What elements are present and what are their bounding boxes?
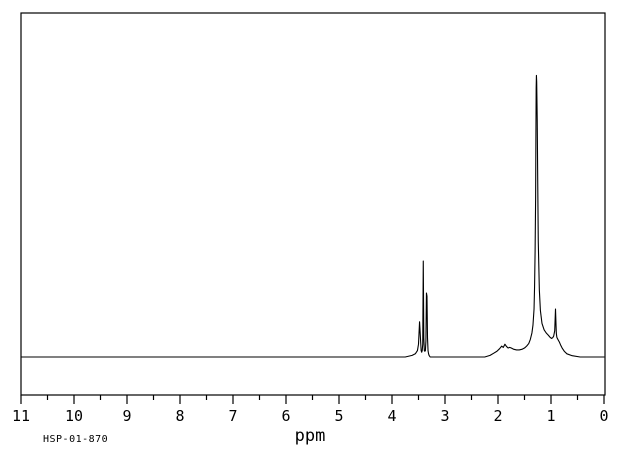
x-axis-title: ppm: [294, 426, 326, 446]
tick-label-7: 7: [228, 407, 238, 425]
tick-label-10: 10: [64, 407, 84, 425]
tick-label-3: 3: [440, 407, 450, 425]
tick-label-1: 1: [546, 407, 556, 425]
tick-label-8: 8: [175, 407, 185, 425]
tick-label-6: 6: [281, 407, 291, 425]
tick-label-2: 2: [493, 407, 503, 425]
tick-label-9: 9: [122, 407, 132, 425]
sample-id-label: HSP-01-870: [43, 434, 109, 445]
tick-label-5: 5: [334, 407, 344, 425]
tick-label-4: 4: [387, 407, 397, 425]
tick-label-11: 11: [11, 407, 31, 425]
tick-label-0: 0: [599, 407, 609, 425]
axis-ticks: [20, 395, 605, 404]
nmr-trace: [20, 74, 605, 358]
